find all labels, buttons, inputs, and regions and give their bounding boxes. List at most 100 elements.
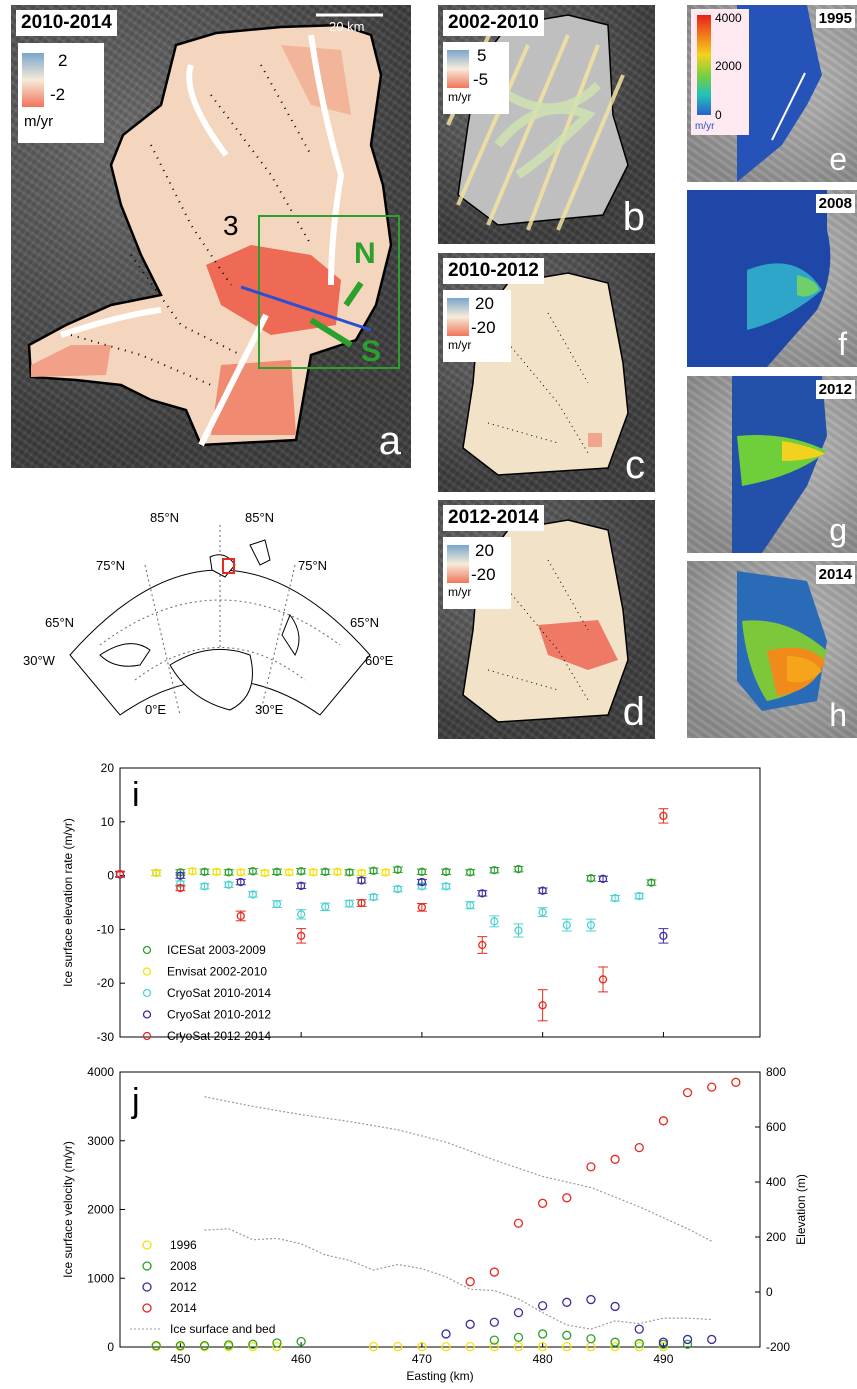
- legend-marker: [142, 1261, 152, 1271]
- velocity-overlay: [737, 5, 822, 182]
- cbar-min: -20: [471, 318, 496, 337]
- elevation-change-overlay: [27, 13, 400, 447]
- cbar-max: 5: [477, 46, 487, 65]
- cbar-max: 20: [475, 541, 494, 560]
- ice-divides: [60, 34, 345, 447]
- y-tick-label: 0: [107, 1340, 114, 1354]
- data-point: [272, 1342, 282, 1352]
- x-tick-label: 460: [291, 1352, 311, 1366]
- y-tick-label: 10: [101, 815, 115, 829]
- lat-label: 75°N: [96, 558, 126, 573]
- data-point: [490, 866, 499, 875]
- panel-letter-f: f: [838, 326, 847, 362]
- lat-label: 65°N: [45, 615, 75, 630]
- legend-marker: [142, 988, 152, 998]
- data-point: [658, 1342, 669, 1352]
- legend-marker: [142, 1282, 152, 1292]
- legend-label: CryoSat 2010-2012: [167, 1008, 271, 1022]
- data-point: [357, 898, 366, 908]
- velocity-overlay: [732, 376, 827, 553]
- data-point: [489, 1267, 499, 1277]
- data-point: [345, 868, 354, 877]
- y2-tick-label: 600: [766, 1120, 786, 1134]
- panel-b-title: 2002-2010: [443, 10, 544, 36]
- data-point: [151, 1340, 161, 1351]
- data-point: [634, 1338, 644, 1349]
- thinning-west: [31, 345, 111, 377]
- panel-letter-b: b: [622, 195, 645, 239]
- data-point: [562, 1330, 572, 1340]
- data-point: [610, 1301, 620, 1312]
- data-point: [188, 867, 197, 876]
- y-tick-label: 2000: [87, 1203, 114, 1217]
- y-tick-label: 0: [107, 869, 114, 883]
- data-point: [514, 864, 523, 874]
- legend-label: 2014: [170, 1301, 197, 1315]
- legend-label: ICESat 2003-2009: [167, 943, 266, 957]
- legend-marker: [142, 945, 152, 955]
- y2-tick-label: 400: [766, 1175, 786, 1189]
- data-point: [393, 865, 402, 874]
- lon-label: 30°W: [23, 653, 55, 668]
- legend-label: 1996: [170, 1238, 197, 1252]
- data-point: [368, 1342, 379, 1352]
- data-point: [236, 911, 245, 921]
- data-point: [478, 940, 487, 950]
- legend-label: CryoSat 2012-2014: [167, 1029, 271, 1043]
- data-point: [176, 883, 185, 893]
- cbar-mid: 2000: [715, 59, 742, 73]
- data-point: [598, 874, 608, 883]
- data-point: [513, 1342, 524, 1352]
- data-point: [513, 1332, 524, 1343]
- y2-axis-label: Elevation (m): [794, 1174, 808, 1245]
- data-point: [345, 899, 354, 908]
- cbar-max: 4000: [715, 11, 742, 25]
- data-point: [538, 886, 547, 895]
- chart-elevation-rate: -30 -20 -10 0 10 20 i Ice surface elevation rat…: [61, 761, 761, 1044]
- thinning-zone: [206, 245, 341, 335]
- x-tick-label: 490: [653, 1352, 673, 1366]
- lon-label: 30°E: [255, 702, 284, 717]
- data-point: [357, 876, 366, 885]
- data-point: [152, 868, 161, 878]
- data-point: [224, 880, 233, 889]
- data-point: [489, 1342, 499, 1352]
- data-point: [417, 903, 427, 912]
- data-point: [333, 867, 342, 876]
- label-s: S: [361, 335, 382, 368]
- y-tick-label: -20: [97, 976, 115, 990]
- y-tick-label: -10: [97, 922, 115, 936]
- data-point: [321, 902, 330, 911]
- data-point: [465, 1277, 475, 1287]
- legend-marker: [142, 1303, 152, 1313]
- velocity-overlay: [737, 571, 827, 711]
- data-point: [562, 920, 571, 930]
- data-point: [586, 1334, 596, 1344]
- y2-tick-label: -200: [766, 1340, 790, 1354]
- x-tick-label: 480: [533, 1352, 553, 1366]
- data-point: [417, 867, 427, 876]
- data-point: [272, 899, 282, 909]
- data-point: [417, 1342, 427, 1352]
- cbar-max: 20: [475, 294, 494, 313]
- data-point: [537, 1342, 548, 1352]
- map-panel-b: 2002-2010 5 -5 m/yr b: [438, 5, 655, 244]
- panel-letter-h: h: [829, 697, 847, 733]
- data-point: [393, 1342, 403, 1352]
- legend-label: Ice surface and bed: [170, 1322, 275, 1336]
- data-point: [659, 931, 668, 941]
- plot-frame: [119, 767, 761, 1038]
- data-point: [586, 1294, 596, 1305]
- legend-label: CryoSat 2010-2014: [167, 986, 271, 1000]
- data-point: [441, 1329, 451, 1339]
- data-point: [465, 1342, 475, 1352]
- legend-marker: [142, 1031, 152, 1041]
- cbar-unit: m/yr: [448, 338, 472, 352]
- data-point: [634, 1142, 644, 1153]
- data-point: [490, 917, 499, 926]
- data-point: [309, 868, 318, 877]
- data-point: [586, 920, 596, 930]
- data-point: [537, 1329, 548, 1339]
- panel-d-title: 2012-2014: [443, 505, 544, 531]
- data-point: [441, 882, 451, 891]
